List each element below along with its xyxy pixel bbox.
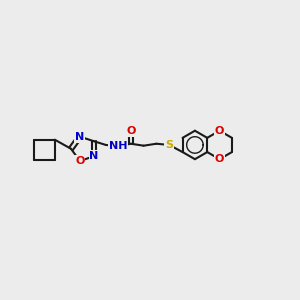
Text: O: O: [126, 126, 136, 136]
Text: O: O: [215, 154, 224, 164]
Text: O: O: [215, 126, 224, 136]
Text: S: S: [165, 140, 173, 150]
Text: N: N: [89, 151, 99, 161]
Text: NH: NH: [109, 141, 128, 151]
Text: N: N: [75, 132, 84, 142]
Text: O: O: [75, 156, 85, 166]
